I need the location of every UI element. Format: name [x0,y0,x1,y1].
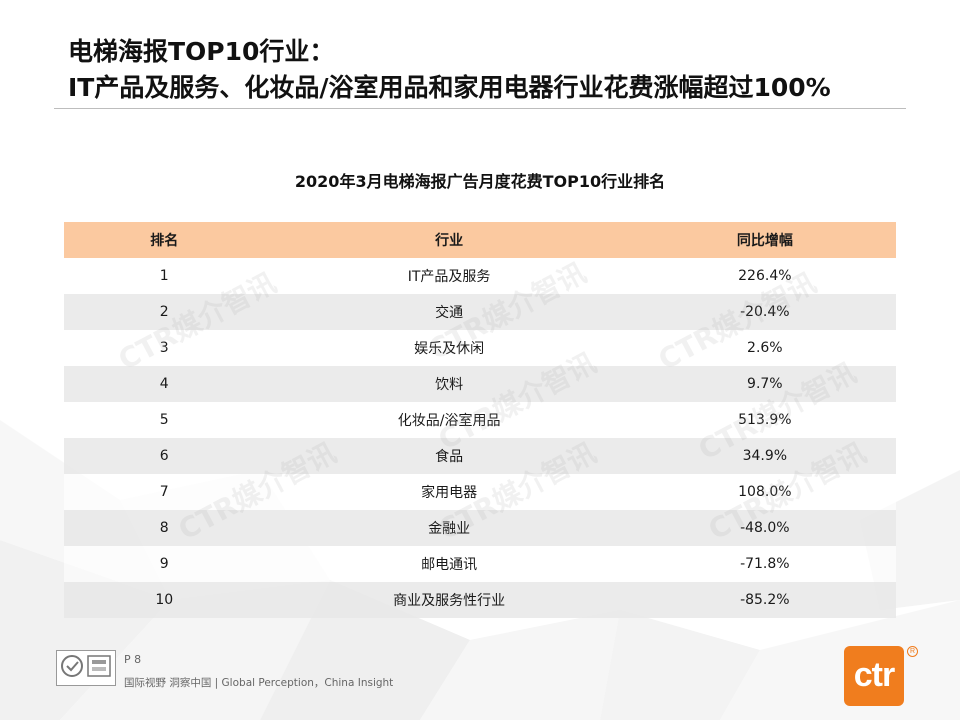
rank-cell: 5 [64,402,265,438]
industry-cell: 饮料 [264,366,634,402]
title-line-1: 电梯海报TOP10行业： [68,37,335,66]
industry-cell: 化妆品/浴室用品 [264,402,634,438]
table-row: 8 金融业 -48.0% [64,510,896,546]
rank-cell: 6 [64,438,265,474]
table-header-row: 排名 行业 同比增幅 [64,222,896,258]
rank-cell: 9 [64,546,265,582]
table-row: 9 邮电通讯 -71.8% [64,546,896,582]
industry-cell: 娱乐及休闲 [264,330,634,366]
industry-cell: IT产品及服务 [264,258,634,294]
yoy-cell: 226.4% [633,258,896,294]
rank-cell: 4 [64,366,265,402]
yoy-cell: 108.0% [633,474,896,510]
yoy-cell: 513.9% [633,402,896,438]
header-industry: 行业 [264,222,634,258]
title-divider [54,108,906,109]
table-row: 3 娱乐及休闲 2.6% [64,330,896,366]
ranking-table: 排名 行业 同比增幅 1 IT产品及服务 226.4% 2 交通 -20.4% … [64,222,896,618]
industry-cell: 交通 [264,294,634,330]
industry-cell: 商业及服务性行业 [264,582,634,618]
title-line-2: IT产品及服务、化妆品/浴室用品和家用电器行业花费涨幅超过100% [68,73,831,102]
page-title: 电梯海报TOP10行业： IT产品及服务、化妆品/浴室用品和家用电器行业花费涨幅… [68,34,831,106]
table-row: 2 交通 -20.4% [64,294,896,330]
table-row: 7 家用电器 108.0% [64,474,896,510]
rank-cell: 8 [64,510,265,546]
yoy-cell: -71.8% [633,546,896,582]
table-row: 6 食品 34.9% [64,438,896,474]
table-row: 10 商业及服务性行业 -85.2% [64,582,896,618]
rank-cell: 3 [64,330,265,366]
rank-cell: 2 [64,294,265,330]
table-row: 4 饮料 9.7% [64,366,896,402]
yoy-cell: 34.9% [633,438,896,474]
yoy-cell: 2.6% [633,330,896,366]
industry-cell: 家用电器 [264,474,634,510]
page-number: P 8 [124,653,142,666]
yoy-cell: -20.4% [633,294,896,330]
footer-slogan: 国际视野 洞察中国 | Global Perception，China Insi… [124,677,394,689]
certification-logos [56,650,116,686]
header-rank: 排名 [64,222,265,258]
table-row: 1 IT产品及服务 226.4% [64,258,896,294]
yoy-cell: 9.7% [633,366,896,402]
industry-cell: 食品 [264,438,634,474]
registered-mark-icon: R [907,646,918,657]
industry-cell: 金融业 [264,510,634,546]
ctr-logo: ctr [844,646,904,706]
rank-cell: 1 [64,258,265,294]
header-yoy: 同比增幅 [633,222,896,258]
rank-cell: 7 [64,474,265,510]
table-caption: 2020年3月电梯海报广告月度花费TOP10行业排名 [294,172,666,191]
industry-cell: 邮电通讯 [264,546,634,582]
yoy-cell: -85.2% [633,582,896,618]
rank-cell: 10 [64,582,265,618]
ctr-logo-text: ctr [853,656,895,694]
yoy-cell: -48.0% [633,510,896,546]
table-row: 5 化妆品/浴室用品 513.9% [64,402,896,438]
